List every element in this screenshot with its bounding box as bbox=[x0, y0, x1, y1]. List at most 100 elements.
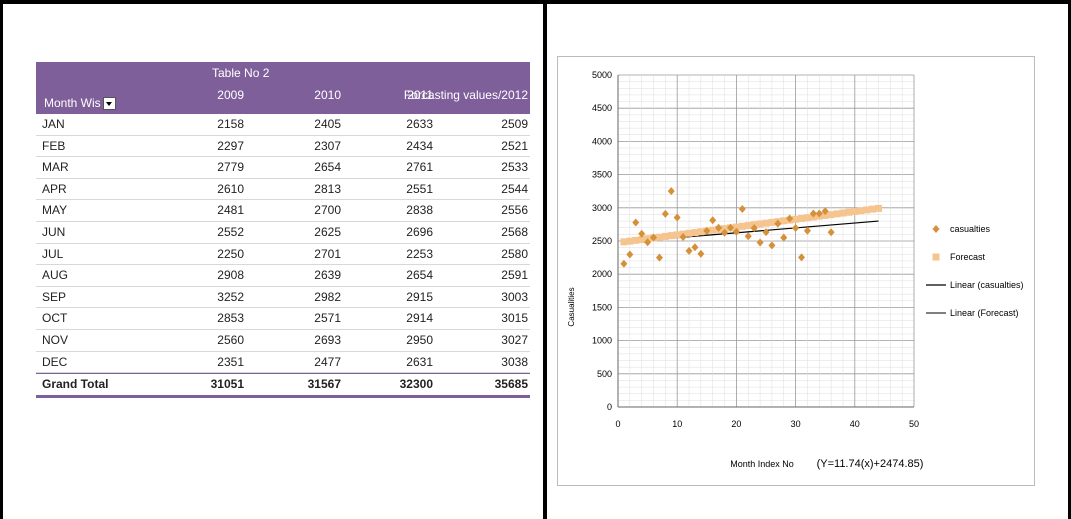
row-month: FEB bbox=[42, 138, 66, 153]
casualty-point bbox=[815, 209, 823, 218]
forecast-point bbox=[620, 238, 628, 246]
casualty-point bbox=[644, 238, 652, 247]
casualty-point bbox=[685, 246, 693, 255]
year-header-2009: 2009 bbox=[217, 88, 244, 102]
x-tick-label: 0 bbox=[615, 419, 620, 429]
table-row: JAN 2158 2405 2633 2509 bbox=[36, 114, 530, 136]
forecast-point bbox=[851, 208, 859, 216]
x-tick-label: 30 bbox=[791, 419, 801, 429]
casualty-point bbox=[650, 233, 658, 242]
casualty-point bbox=[638, 229, 646, 238]
row-value: 2631 bbox=[406, 354, 433, 369]
legend-diamond-icon bbox=[932, 225, 940, 233]
casualty-point bbox=[703, 226, 711, 235]
row-value: 2551 bbox=[406, 181, 433, 196]
table-row: OCT 2853 2571 2914 3015 bbox=[36, 308, 530, 330]
legend: casualties Forecast Linear (casualties) Lin… bbox=[926, 224, 1024, 318]
year-header-2011: 2011 bbox=[407, 88, 433, 102]
y-axis-label: Casualities bbox=[567, 287, 576, 326]
row-value: 2625 bbox=[314, 224, 341, 239]
row-value: 2838 bbox=[406, 203, 433, 218]
row-value: 2982 bbox=[314, 289, 341, 304]
row-value: 3252 bbox=[217, 289, 244, 304]
row-value: 2560 bbox=[217, 332, 244, 347]
forecast-point bbox=[709, 226, 717, 234]
row-value: 2533 bbox=[501, 160, 528, 175]
table-row: JUL 2250 2701 2253 2580 bbox=[36, 244, 530, 266]
row-month: JUL bbox=[42, 246, 64, 261]
forecast-point bbox=[839, 209, 847, 217]
x-axis-label: Month Index No bbox=[730, 459, 794, 469]
legend-label: Linear (casualties) bbox=[950, 280, 1024, 290]
forecast-point bbox=[691, 229, 699, 237]
plot-grid bbox=[617, 74, 915, 408]
row-month: MAY bbox=[42, 203, 68, 218]
forecast-point bbox=[845, 208, 853, 216]
row-value: 2568 bbox=[501, 224, 528, 239]
row-value: 2761 bbox=[406, 160, 433, 175]
casualty-point bbox=[786, 214, 794, 223]
forecast-point bbox=[732, 223, 740, 231]
table-row: MAY 2481 2700 2838 2556 bbox=[36, 200, 530, 222]
row-month: APR bbox=[42, 181, 67, 196]
legend-label: Linear (Forecast) bbox=[950, 308, 1019, 318]
forecast-point bbox=[638, 236, 646, 244]
x-tick-label: 50 bbox=[909, 419, 919, 429]
x-tick-label: 10 bbox=[672, 419, 682, 429]
row-value: 3015 bbox=[501, 311, 528, 326]
row-value: 2552 bbox=[217, 224, 244, 239]
month-header: Month Wis bbox=[44, 96, 116, 111]
table-header: Table No 2 Month Wis 2009 2010 2011 Forc… bbox=[36, 62, 530, 114]
x-tick-labels: 0 10 20 30 40 50 bbox=[615, 419, 919, 429]
forecast-point bbox=[833, 210, 841, 218]
row-value: 2591 bbox=[501, 268, 528, 283]
casualty-point bbox=[803, 226, 811, 235]
casualty-point bbox=[762, 228, 770, 237]
forecast-point bbox=[863, 206, 871, 214]
forecast-point bbox=[792, 215, 800, 223]
legend-label: casualties bbox=[950, 224, 991, 234]
row-value: 2914 bbox=[406, 311, 433, 326]
casualty-point bbox=[661, 209, 669, 218]
row-value: 2696 bbox=[406, 224, 433, 239]
forecast-point bbox=[744, 222, 752, 230]
row-value: 2250 bbox=[217, 246, 244, 261]
scatter-chart: 0500100015002000250030003500400045005000… bbox=[567, 70, 1024, 470]
casualty-point bbox=[715, 223, 723, 232]
forecast-point bbox=[798, 214, 806, 222]
casualty-point bbox=[632, 218, 640, 227]
forecast-point bbox=[673, 231, 681, 239]
row-value: 2571 bbox=[314, 311, 341, 326]
row-value: 2633 bbox=[406, 117, 433, 131]
casualty-point bbox=[792, 223, 800, 232]
legend-square-icon bbox=[932, 253, 940, 261]
casualty-point bbox=[655, 253, 663, 262]
filter-dropdown-icon[interactable] bbox=[102, 97, 116, 111]
forecast-point bbox=[721, 225, 729, 233]
forecast-point bbox=[768, 218, 776, 226]
frame-top-border bbox=[0, 0, 1071, 4]
table-row: DEC 2351 2477 2631 3038 bbox=[36, 352, 530, 374]
total-2010: 31567 bbox=[307, 377, 341, 392]
forecast-point bbox=[780, 217, 788, 225]
table-row: APR 2610 2813 2551 2544 bbox=[36, 179, 530, 201]
row-value: 3027 bbox=[501, 332, 528, 347]
forecast-point bbox=[874, 204, 882, 212]
total-2011: 32300 bbox=[399, 377, 433, 392]
row-month: JAN bbox=[42, 117, 65, 131]
casualty-point bbox=[691, 243, 699, 252]
row-month: NOV bbox=[42, 332, 69, 347]
forecast-point bbox=[857, 207, 865, 215]
row-value: 2693 bbox=[314, 332, 341, 347]
row-value: 3003 bbox=[501, 289, 528, 304]
frame-left-border bbox=[0, 0, 3, 519]
casualty-point bbox=[821, 207, 829, 216]
row-value: 3038 bbox=[501, 354, 528, 369]
forecast-point bbox=[821, 211, 829, 219]
row-month: JUN bbox=[42, 224, 66, 239]
frame-right-border bbox=[1068, 0, 1071, 519]
casualty-point bbox=[673, 213, 681, 222]
grand-total-row: Grand Total 31051 31567 32300 35685 bbox=[36, 373, 530, 398]
row-value: 2813 bbox=[314, 181, 341, 196]
data-marks bbox=[620, 187, 882, 268]
